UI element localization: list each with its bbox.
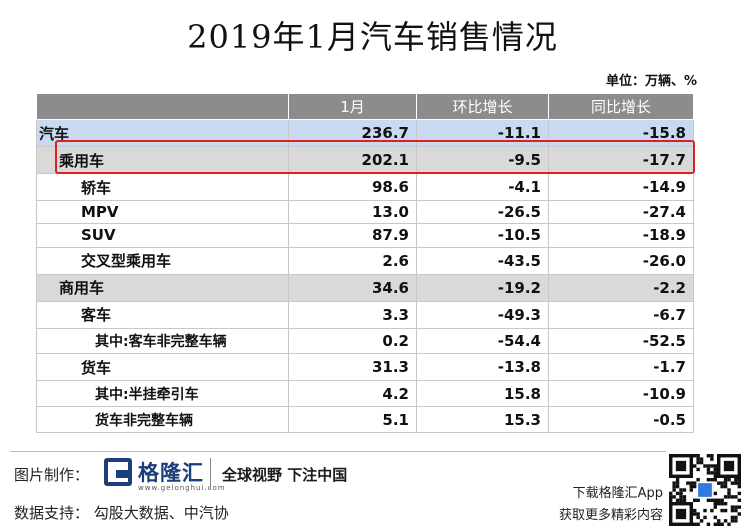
value-yoy: -1.7	[548, 353, 694, 382]
value-yoy: -17.7	[548, 146, 694, 174]
row-label: 轿车	[36, 173, 289, 201]
row-label: 其中:客车非完整车辆	[36, 327, 289, 355]
value-jan: 0.2	[288, 327, 417, 355]
table-row: SUV 87.9 -10.5 -18.9	[36, 223, 694, 248]
value-yoy: -0.5	[548, 406, 694, 433]
page-title: 2019年1月汽车销售情况	[187, 18, 558, 56]
header-cell: 同比增长	[548, 93, 694, 120]
value-mom: -43.5	[416, 246, 549, 275]
table-row: 货车 31.3 -13.8 -1.7	[36, 353, 694, 382]
value-yoy: -27.4	[548, 199, 694, 225]
footer: 图片制作： 格隆汇 www.gelonghui.com 全球视野 下注中国 数据…	[0, 452, 745, 532]
sales-table: 1月 环比增长 同比增长 汽车 236.7 -11.1 -15.8 乘用车 202.1 -9…	[36, 93, 694, 433]
slogan: 全球视野 下注中国	[222, 466, 348, 484]
brand-logo: 格隆汇 www.gelonghui.com	[104, 456, 225, 494]
row-label: 其中:半挂牵引车	[36, 380, 289, 408]
value-mom: -49.3	[416, 300, 549, 329]
table-row: 交叉型乘用车 2.6 -43.5 -26.0	[36, 246, 694, 275]
footer-divider	[10, 451, 666, 452]
value-yoy: -15.8	[548, 119, 694, 147]
unit-label: 单位：万辆、%	[605, 74, 697, 89]
table-header-row: 1月 环比增长 同比增长	[36, 93, 694, 120]
header-cell: 环比增长	[416, 93, 549, 120]
value-yoy: -6.7	[548, 300, 694, 329]
value-jan: 31.3	[288, 353, 417, 382]
value-jan: 13.0	[288, 199, 417, 225]
value-jan: 4.2	[288, 380, 417, 408]
logo-name: 格隆汇	[138, 461, 204, 485]
table-row: 客车 3.3 -49.3 -6.7	[36, 300, 694, 329]
value-mom: -11.1	[416, 119, 549, 147]
table-row: 其中:半挂牵引车 4.2 15.8 -10.9	[36, 380, 694, 408]
value-mom: 15.3	[416, 406, 549, 433]
table-row: 商用车 34.6 -19.2 -2.2	[36, 273, 694, 302]
value-yoy: -14.9	[548, 173, 694, 201]
row-label: 商用车	[36, 273, 289, 302]
table-row: MPV 13.0 -26.5 -27.4	[36, 199, 694, 225]
value-mom: 15.8	[416, 380, 549, 408]
row-label: 汽车	[36, 119, 289, 147]
row-label: SUV	[36, 223, 289, 248]
app-download-text: 下载格隆汇App	[572, 486, 663, 501]
value-yoy: -52.5	[548, 327, 694, 355]
table-row: 其中:客车非完整车辆 0.2 -54.4 -52.5	[36, 327, 694, 355]
value-yoy: -18.9	[548, 223, 694, 248]
value-mom: -19.2	[416, 273, 549, 302]
value-mom: -10.5	[416, 223, 549, 248]
sales-table-container: 1月 环比增长 同比增长 汽车 236.7 -11.1 -15.8 乘用车 202.1 -9…	[36, 93, 694, 433]
footer-separator	[210, 458, 211, 490]
value-mom: -54.4	[416, 327, 549, 355]
value-jan: 98.6	[288, 173, 417, 201]
value-jan: 202.1	[288, 146, 417, 174]
value-mom: -9.5	[416, 146, 549, 174]
qr-code-icon[interactable]	[669, 454, 741, 526]
value-mom: -13.8	[416, 353, 549, 382]
value-jan: 3.3	[288, 300, 417, 329]
value-yoy: -2.2	[548, 273, 694, 302]
table-body: 汽车 236.7 -11.1 -15.8 乘用车 202.1 -9.5 -17.7 轿车 98.6…	[36, 119, 694, 433]
qr-code-graphic	[669, 454, 741, 526]
value-jan: 34.6	[288, 273, 417, 302]
row-label: 交叉型乘用车	[36, 246, 289, 275]
header-cell	[36, 93, 289, 120]
table-row: 轿车 98.6 -4.1 -14.9	[36, 173, 694, 201]
value-jan: 5.1	[288, 406, 417, 433]
table-row: 汽车 236.7 -11.1 -15.8	[36, 119, 694, 147]
value-yoy: -10.9	[548, 380, 694, 408]
value-yoy: -26.0	[548, 246, 694, 275]
row-label: MPV	[36, 199, 289, 225]
app-promo-text: 获取更多精彩内容	[558, 508, 663, 523]
value-jan: 87.9	[288, 223, 417, 248]
header-cell: 1月	[288, 93, 417, 120]
value-mom: -26.5	[416, 199, 549, 225]
value-mom: -4.1	[416, 173, 549, 201]
row-label: 货车	[36, 353, 289, 382]
value-jan: 236.7	[288, 119, 417, 147]
value-jan: 2.6	[288, 246, 417, 275]
data-source: 数据支持： 勾股大数据、中汽协	[14, 504, 229, 522]
row-label: 客车	[36, 300, 289, 329]
logo-url: www.gelonghui.com	[138, 484, 226, 492]
credit-label: 图片制作：	[14, 466, 90, 484]
row-label: 货车非完整车辆	[36, 406, 289, 433]
table-row: 乘用车 202.1 -9.5 -17.7	[36, 146, 694, 174]
logo-mark-icon	[104, 458, 132, 486]
row-label: 乘用车	[36, 146, 289, 174]
table-row: 货车非完整车辆 5.1 15.3 -0.5	[36, 406, 694, 433]
